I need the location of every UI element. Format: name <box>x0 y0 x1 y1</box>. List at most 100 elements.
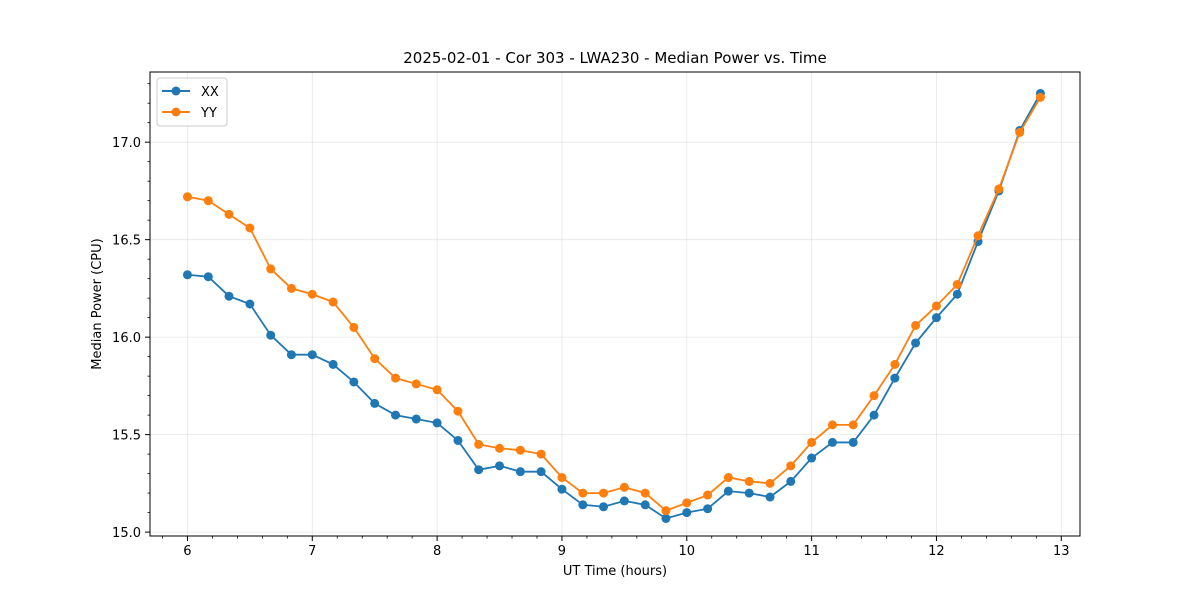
data-point-xx <box>744 488 754 498</box>
data-point-yy <box>744 476 754 486</box>
data-point-yy <box>203 196 213 206</box>
data-point-yy <box>973 231 983 241</box>
data-point-xx <box>432 418 442 428</box>
data-point-xx <box>391 410 401 420</box>
tick-layer: 6 7 8 9 10 11 12 13 15.0 15.5 16.0 16.5 17.0 <box>112 83 1070 559</box>
data-point-yy <box>286 283 296 293</box>
data-point-yy <box>661 506 671 516</box>
data-point-xx <box>682 508 692 518</box>
data-point-xx <box>578 500 588 510</box>
data-point-yy <box>349 322 359 332</box>
data-point-xx <box>807 453 817 463</box>
data-point-xx <box>931 313 941 323</box>
chart-title: 2025-02-01 - Cor 303 - LWA230 - Median P… <box>403 49 827 67</box>
legend: XX YY <box>156 77 228 127</box>
data-point-xx <box>640 500 650 510</box>
data-point-xx <box>661 513 671 523</box>
data-point-xx <box>245 299 255 309</box>
x-tick-label: 10 <box>679 544 696 559</box>
data-point-yy <box>224 209 234 219</box>
data-point-yy <box>931 301 941 311</box>
y-tick-label: 17.0 <box>112 136 141 151</box>
data-point-xx <box>182 270 192 280</box>
data-point-yy <box>911 320 921 330</box>
data-point-yy <box>1015 127 1025 137</box>
data-point-yy <box>848 420 858 430</box>
data-point-xx <box>224 291 234 301</box>
data-point-yy <box>266 264 276 274</box>
data-point-yy <box>495 443 505 453</box>
data-point-yy <box>432 385 442 395</box>
data-point-yy <box>952 280 962 290</box>
data-point-xx <box>266 330 276 340</box>
data-point-yy <box>703 490 713 500</box>
data-point-yy <box>411 379 421 389</box>
x-axis-label: UT Time (hours) <box>563 564 667 579</box>
data-point-xx <box>911 338 921 348</box>
data-point-xx <box>495 461 505 471</box>
grid-layer <box>150 72 1080 536</box>
data-point-yy <box>682 498 692 508</box>
legend-label-xx: XX <box>201 85 219 100</box>
data-point-xx <box>411 414 421 424</box>
data-point-xx <box>515 467 525 477</box>
x-tick-label: 9 <box>558 544 566 559</box>
data-point-xx <box>557 484 567 494</box>
x-tick-label: 11 <box>803 544 820 559</box>
x-tick-label: 7 <box>308 544 316 559</box>
data-point-xx <box>203 272 213 282</box>
data-point-xx <box>827 437 837 447</box>
data-point-yy <box>182 192 192 202</box>
data-point-yy <box>245 223 255 233</box>
data-point-xx <box>848 437 858 447</box>
data-point-xx <box>536 467 546 477</box>
y-tick-label: 15.0 <box>112 526 141 541</box>
data-point-yy <box>723 473 733 483</box>
data-point-xx <box>869 410 879 420</box>
data-point-yy <box>827 420 837 430</box>
data-point-yy <box>453 406 463 416</box>
x-tick-label: 13 <box>1053 544 1070 559</box>
data-point-xx <box>328 359 338 369</box>
data-point-yy <box>328 297 338 307</box>
legend-label-yy: YY <box>200 106 217 121</box>
data-point-xx <box>723 486 733 496</box>
data-point-yy <box>599 488 609 498</box>
data-point-xx <box>349 377 359 387</box>
data-point-xx <box>786 476 796 486</box>
data-point-yy <box>890 359 900 369</box>
data-point-xx <box>453 435 463 445</box>
data-point-yy <box>578 488 588 498</box>
data-point-yy <box>640 488 650 498</box>
x-tick-label: 8 <box>433 544 441 559</box>
data-point-yy <box>474 439 484 449</box>
y-axis-label: Median Power (CPU) <box>90 238 105 369</box>
data-point-yy <box>869 391 879 401</box>
plot-frame <box>149 71 1081 537</box>
data-point-yy <box>786 461 796 471</box>
data-point-xx <box>474 465 484 475</box>
data-point-xx <box>890 373 900 383</box>
data-point-xx <box>599 502 609 512</box>
data-point-yy <box>807 437 817 447</box>
y-tick-label: 16.5 <box>112 234 141 249</box>
y-tick-label: 16.0 <box>112 331 141 346</box>
data-point-xx <box>307 350 317 360</box>
data-point-yy <box>765 478 775 488</box>
data-point-yy <box>536 449 546 459</box>
legend-marker-yy <box>171 107 181 117</box>
data-point-yy <box>370 354 380 364</box>
data-point-xx <box>370 398 380 408</box>
x-tick-label: 6 <box>183 544 191 559</box>
data-point-yy <box>1035 92 1045 102</box>
data-point-xx <box>765 492 775 502</box>
data-point-yy <box>515 445 525 455</box>
series-layer <box>182 88 1045 523</box>
data-point-yy <box>557 473 567 483</box>
data-point-yy <box>391 373 401 383</box>
x-tick-label: 12 <box>928 544 945 559</box>
y-tick-label: 15.5 <box>112 429 141 444</box>
data-point-xx <box>619 496 629 506</box>
